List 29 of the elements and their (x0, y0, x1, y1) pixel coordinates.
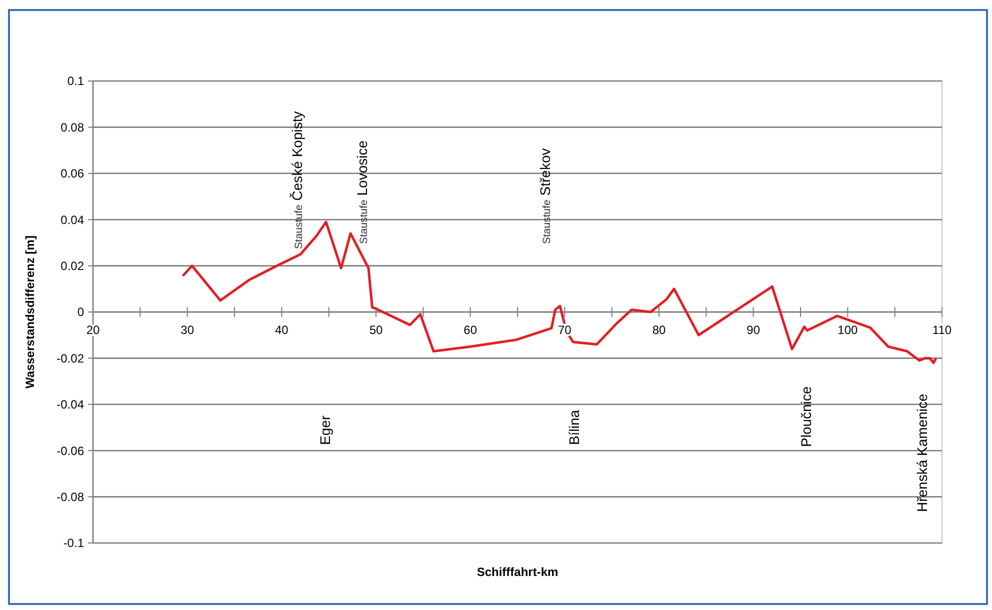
y-axis-title: Wasserstandsdifferenz [m] (23, 236, 37, 388)
y-tick-label: -0.04 (56, 398, 84, 412)
y-tick-label: -0.06 (56, 444, 84, 458)
x-tick-label: 90 (746, 323, 760, 337)
annotation: Eger (316, 415, 333, 445)
annotation: Bílina (566, 410, 582, 445)
y-tick-label: -0.08 (56, 490, 84, 504)
y-tick-label: -0.1 (63, 536, 84, 550)
y-tick-label: 0.06 (60, 166, 84, 181)
x-tick-label: 80 (652, 323, 666, 337)
annotation: Staustufe České Kopisty (288, 111, 305, 249)
x-tick-label: 60 (464, 323, 478, 337)
annotation: Staustufe Střekov (536, 148, 553, 244)
x-tick-label: 40 (274, 323, 289, 337)
x-axis-title: Schifffahrt-km (476, 565, 558, 579)
x-tick-label: 20 (86, 323, 100, 337)
x-tick-label: 100 (838, 323, 858, 337)
x-tick-label: 30 (180, 323, 194, 337)
y-tick-label: 0.02 (60, 259, 84, 273)
annotation: Ploučnice (798, 386, 814, 447)
y-tick-label: 0.1 (67, 74, 84, 88)
annotation: Hřenská Kamenice (914, 394, 930, 512)
x-tick-label: 50 (369, 323, 383, 337)
x-tick-label: 110 (932, 323, 952, 337)
annotation: Staustufe Lovosice (354, 140, 370, 244)
y-tick-label: -0.02 (56, 351, 84, 366)
y-tick-label: 0.08 (60, 120, 84, 134)
y-tick-label: 0 (77, 305, 84, 320)
y-tick-label: 0.04 (60, 212, 84, 227)
